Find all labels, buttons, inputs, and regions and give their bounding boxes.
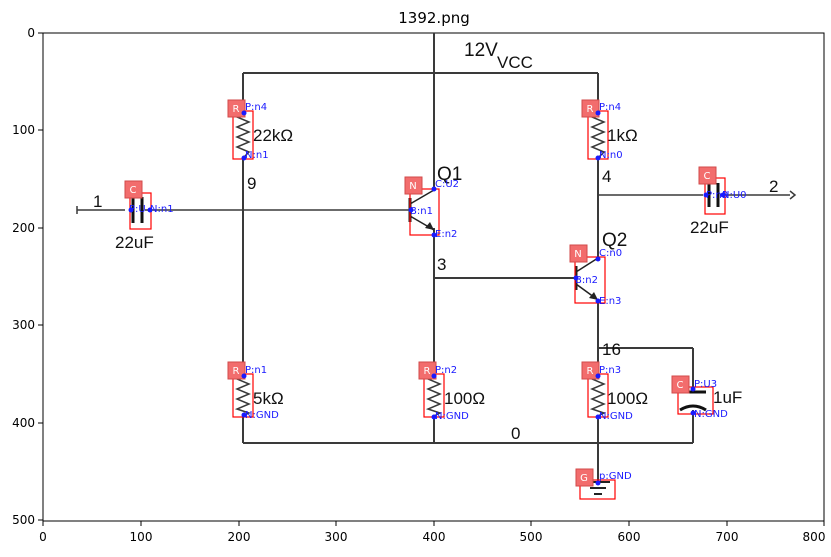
node-4-label: 4 xyxy=(602,167,611,186)
c-out-value: 22uF xyxy=(690,218,729,237)
q1-tag: N xyxy=(409,181,416,192)
x-tick-label: 100 xyxy=(130,530,153,544)
c3-tag: C xyxy=(677,380,684,391)
y-tick-label: 100 xyxy=(12,123,35,137)
r4-p-annotation: P:n2 xyxy=(435,365,457,376)
r-1k-value: 1kΩ xyxy=(607,126,638,145)
r2-p-annotation: P:n4 xyxy=(599,102,621,113)
r-22k-value: 22kΩ xyxy=(253,126,293,145)
c1-p-annotation: P:U xyxy=(129,204,146,215)
c3-p-annotation: P:U3 xyxy=(694,379,717,390)
y-tick-label: 200 xyxy=(12,221,35,235)
r1-p-annotation: P:n4 xyxy=(245,102,267,113)
output-node-label: 2 xyxy=(769,177,778,196)
c3-bbox xyxy=(677,386,714,415)
q1-c-annotation: C:U2 xyxy=(435,179,459,190)
r3-n-annotation: N:GND xyxy=(245,410,279,421)
c2-p-annotation: P:n0 xyxy=(706,190,728,201)
y-tick-label: 0 xyxy=(27,26,35,40)
r4-n-annotation: N:GND xyxy=(435,411,469,422)
x-tick-label: 600 xyxy=(618,530,641,544)
node-9-label: 9 xyxy=(247,174,256,193)
q2-b-annotation: B:n2 xyxy=(575,275,598,286)
x-tick-label: 800 xyxy=(803,530,826,544)
resistor-100a-symbol xyxy=(425,374,442,417)
r2-tag-box xyxy=(581,99,600,118)
x-tick-label: 500 xyxy=(520,530,543,544)
q2-tag: N xyxy=(574,249,581,260)
x-tick-label: 0 xyxy=(39,530,47,544)
gnd-p-annotation: p:GND xyxy=(599,471,632,482)
c3-n-annotation: N:GND xyxy=(694,409,728,420)
y-axis: 0 100 200 300 400 500 xyxy=(12,26,43,527)
r3-tag: R xyxy=(233,366,240,377)
q1-tag-box xyxy=(404,176,423,195)
c2-n-annotation: N:U0 xyxy=(722,190,747,201)
node-16-label: 16 xyxy=(602,340,621,359)
input-node-label: 1 xyxy=(93,192,102,211)
c1-tag: C xyxy=(130,185,137,196)
q1-b-annotation: B:n1 xyxy=(410,206,433,217)
q2-e-annotation: E:n3 xyxy=(599,296,621,307)
c2-tag: C xyxy=(704,171,711,182)
capacitor-output-symbol xyxy=(707,183,720,207)
supply-sub-label: VCC xyxy=(497,53,533,72)
r3-p-annotation: P:n1 xyxy=(245,365,267,376)
r5-n-annotation: N:GND xyxy=(599,411,633,422)
q2-label: Q2 xyxy=(602,230,627,251)
c3-tag-box xyxy=(671,375,690,394)
c2-tag-box xyxy=(698,166,717,185)
x-tick-label: 400 xyxy=(423,530,446,544)
resistor-1k-symbol xyxy=(590,111,606,159)
figure-title: 1392.png xyxy=(398,9,470,27)
q1-e-annotation: E:n2 xyxy=(435,229,457,240)
r5-tag-box xyxy=(581,361,600,380)
r-100a-value: 100Ω xyxy=(444,389,485,408)
r2-n-annotation: N:n0 xyxy=(599,150,623,161)
r1-tag: R xyxy=(233,104,240,115)
node-3-label: 3 xyxy=(437,255,446,274)
gnd-tag-box xyxy=(575,468,594,487)
q1-label: Q1 xyxy=(437,164,462,185)
x-tick-label: 700 xyxy=(716,530,739,544)
circuit-wiring xyxy=(77,33,790,482)
r1-tag-box xyxy=(227,99,246,118)
resistor-22k-symbol xyxy=(235,111,251,159)
r-100b-value: 100Ω xyxy=(607,389,648,408)
r-5k-value: 5kΩ xyxy=(253,389,284,408)
c-bypass-value: 1uF xyxy=(713,388,742,407)
r5-tag: R xyxy=(587,366,594,377)
r4-tag-box xyxy=(418,361,437,380)
c-in-value: 22uF xyxy=(115,233,154,252)
q2-tag-box xyxy=(569,244,588,263)
resistor-5k-symbol xyxy=(234,374,251,417)
x-axis: 0 100 200 300 400 500 600 700 800 xyxy=(39,521,825,544)
ground-node-label: 0 xyxy=(511,424,520,443)
r4-tag: R xyxy=(424,366,431,377)
gnd-bbox xyxy=(579,479,616,500)
r1-n-annotation: N:n1 xyxy=(245,150,269,161)
x-tick-label: 300 xyxy=(325,530,348,544)
c1-tag-box xyxy=(124,180,143,199)
terminal-markers xyxy=(76,190,797,214)
r5-p-annotation: P:n3 xyxy=(599,365,621,376)
supply-label: 12V xyxy=(464,40,498,61)
gnd-tag: G xyxy=(580,473,588,484)
c1-n-annotation: N:n1 xyxy=(150,204,174,215)
y-tick-label: 300 xyxy=(12,318,35,332)
x-tick-label: 200 xyxy=(228,530,251,544)
y-tick-label: 500 xyxy=(12,513,35,527)
q2-c-annotation: C:n0 xyxy=(599,248,622,259)
resistor-100b-symbol xyxy=(589,374,606,417)
r2-tag: R xyxy=(587,104,594,115)
y-tick-label: 400 xyxy=(12,416,35,430)
r3-tag-box xyxy=(227,361,246,380)
